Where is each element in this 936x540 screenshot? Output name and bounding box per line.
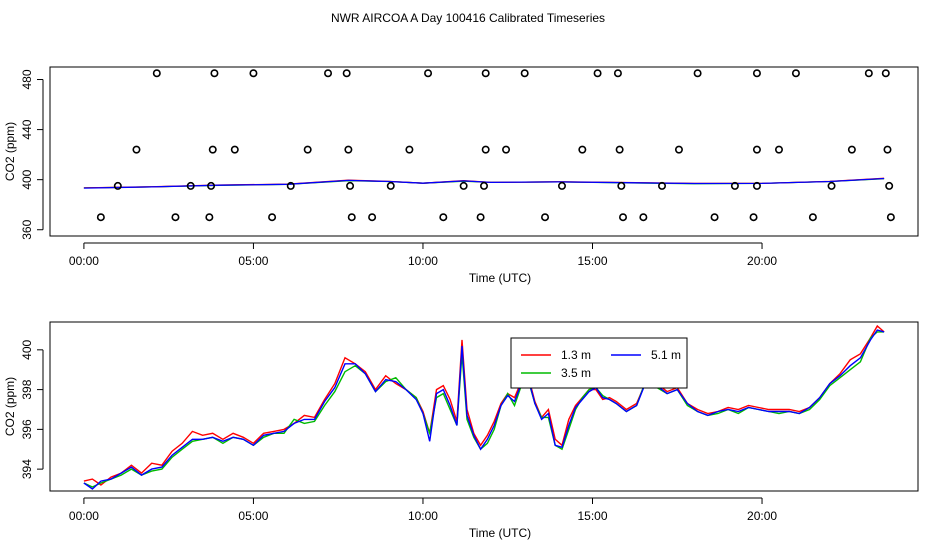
data-point xyxy=(613,69,622,78)
data-point xyxy=(96,213,105,222)
data-point xyxy=(230,145,239,154)
data-point xyxy=(864,69,873,78)
data-point xyxy=(885,181,894,190)
legend-label: 5.1 m xyxy=(651,348,681,362)
data-point xyxy=(827,181,836,190)
data-point xyxy=(424,69,433,78)
data-point xyxy=(502,145,511,154)
data-point xyxy=(249,69,258,78)
data-point xyxy=(674,145,683,154)
data-point xyxy=(730,181,739,190)
data-point xyxy=(324,69,333,78)
series-line-5-1-m xyxy=(83,329,885,490)
data-point xyxy=(479,181,488,190)
x-axis-title: Time (UTC) xyxy=(469,526,531,540)
x-tick-label: 20:00 xyxy=(747,254,777,268)
y-axis-title: CO2 (ppm) xyxy=(3,122,17,181)
y-axis-title: CO2 (ppm) xyxy=(3,377,17,436)
x-tick-label: 00:00 xyxy=(69,254,99,268)
plot-area xyxy=(83,324,885,490)
data-point xyxy=(368,213,377,222)
x-tick-label: 05:00 xyxy=(238,509,268,523)
y-tick-label: 394 xyxy=(20,459,34,479)
data-point xyxy=(459,181,468,190)
data-point xyxy=(752,69,761,78)
data-point xyxy=(752,181,761,190)
legend-label: 3.5 m xyxy=(561,366,591,380)
x-tick-label: 15:00 xyxy=(577,254,607,268)
data-point xyxy=(347,213,356,222)
data-point xyxy=(847,145,856,154)
x-tick-label: 20:00 xyxy=(747,509,777,523)
x-tick-label: 10:00 xyxy=(408,254,438,268)
series-line-blue xyxy=(83,177,885,189)
y-tick-label: 440 xyxy=(20,119,34,139)
data-point xyxy=(171,213,180,222)
plot-frame xyxy=(49,66,919,237)
data-point xyxy=(639,213,648,222)
data-point xyxy=(791,69,800,78)
data-point xyxy=(774,145,783,154)
data-point xyxy=(883,145,892,154)
y-tick-label: 400 xyxy=(20,340,34,360)
y-tick-label: 360 xyxy=(20,219,34,239)
x-tick-label: 00:00 xyxy=(69,509,99,523)
scatter-panel-top: 00:00 05:00 10:00 15:00 20:00 Time (UTC) 360 40… xyxy=(3,66,919,285)
line-panel-bottom: 00:00 05:00 10:00 15:00 20:00 Time (UTC) 394 39… xyxy=(3,321,919,540)
data-point xyxy=(541,213,550,222)
chart-title: NWR AIRCOA A Day 100416 Calibrated Times… xyxy=(331,11,605,25)
data-point xyxy=(132,145,141,154)
data-point xyxy=(557,181,566,190)
data-point xyxy=(439,213,448,222)
y-tick-label: 480 xyxy=(20,69,34,89)
data-point xyxy=(346,181,355,190)
data-point xyxy=(886,213,895,222)
plot-area xyxy=(83,69,895,222)
x-tick-label: 15:00 xyxy=(577,509,607,523)
legend-box xyxy=(510,337,688,389)
x-tick-label: 10:00 xyxy=(408,509,438,523)
data-point xyxy=(286,181,295,190)
data-point xyxy=(476,213,485,222)
plot-frame xyxy=(49,321,919,492)
data-point xyxy=(693,69,702,78)
y-tick-label: 396 xyxy=(20,419,34,439)
legend: 1.3 m 3.5 m 5.1 m xyxy=(510,337,688,389)
data-point xyxy=(405,145,414,154)
data-point xyxy=(186,181,195,190)
data-point xyxy=(619,213,628,222)
data-point xyxy=(268,213,277,222)
data-point xyxy=(207,181,216,190)
data-point xyxy=(593,69,602,78)
data-point xyxy=(710,213,719,222)
data-point xyxy=(303,145,312,154)
data-point xyxy=(658,181,667,190)
y-tick-label: 400 xyxy=(20,169,34,189)
data-point xyxy=(205,213,214,222)
data-point xyxy=(481,69,490,78)
data-point xyxy=(481,145,490,154)
data-point xyxy=(520,69,529,78)
data-point xyxy=(342,69,351,78)
data-point xyxy=(615,145,624,154)
data-point xyxy=(344,145,353,154)
data-point xyxy=(113,181,122,190)
x-axis-title: Time (UTC) xyxy=(469,271,531,285)
data-point xyxy=(210,69,219,78)
data-point xyxy=(752,145,761,154)
data-point xyxy=(386,181,395,190)
data-point xyxy=(808,213,817,222)
data-point xyxy=(152,69,161,78)
y-tick-label: 398 xyxy=(20,379,34,399)
data-point xyxy=(578,145,587,154)
series-line-1-3-m xyxy=(83,324,885,486)
data-point xyxy=(749,213,758,222)
x-tick-label: 05:00 xyxy=(238,254,268,268)
data-point xyxy=(208,145,217,154)
data-point xyxy=(881,69,890,78)
series-line-3-5-m xyxy=(83,331,885,488)
data-point xyxy=(617,181,626,190)
legend-label: 1.3 m xyxy=(561,348,591,362)
